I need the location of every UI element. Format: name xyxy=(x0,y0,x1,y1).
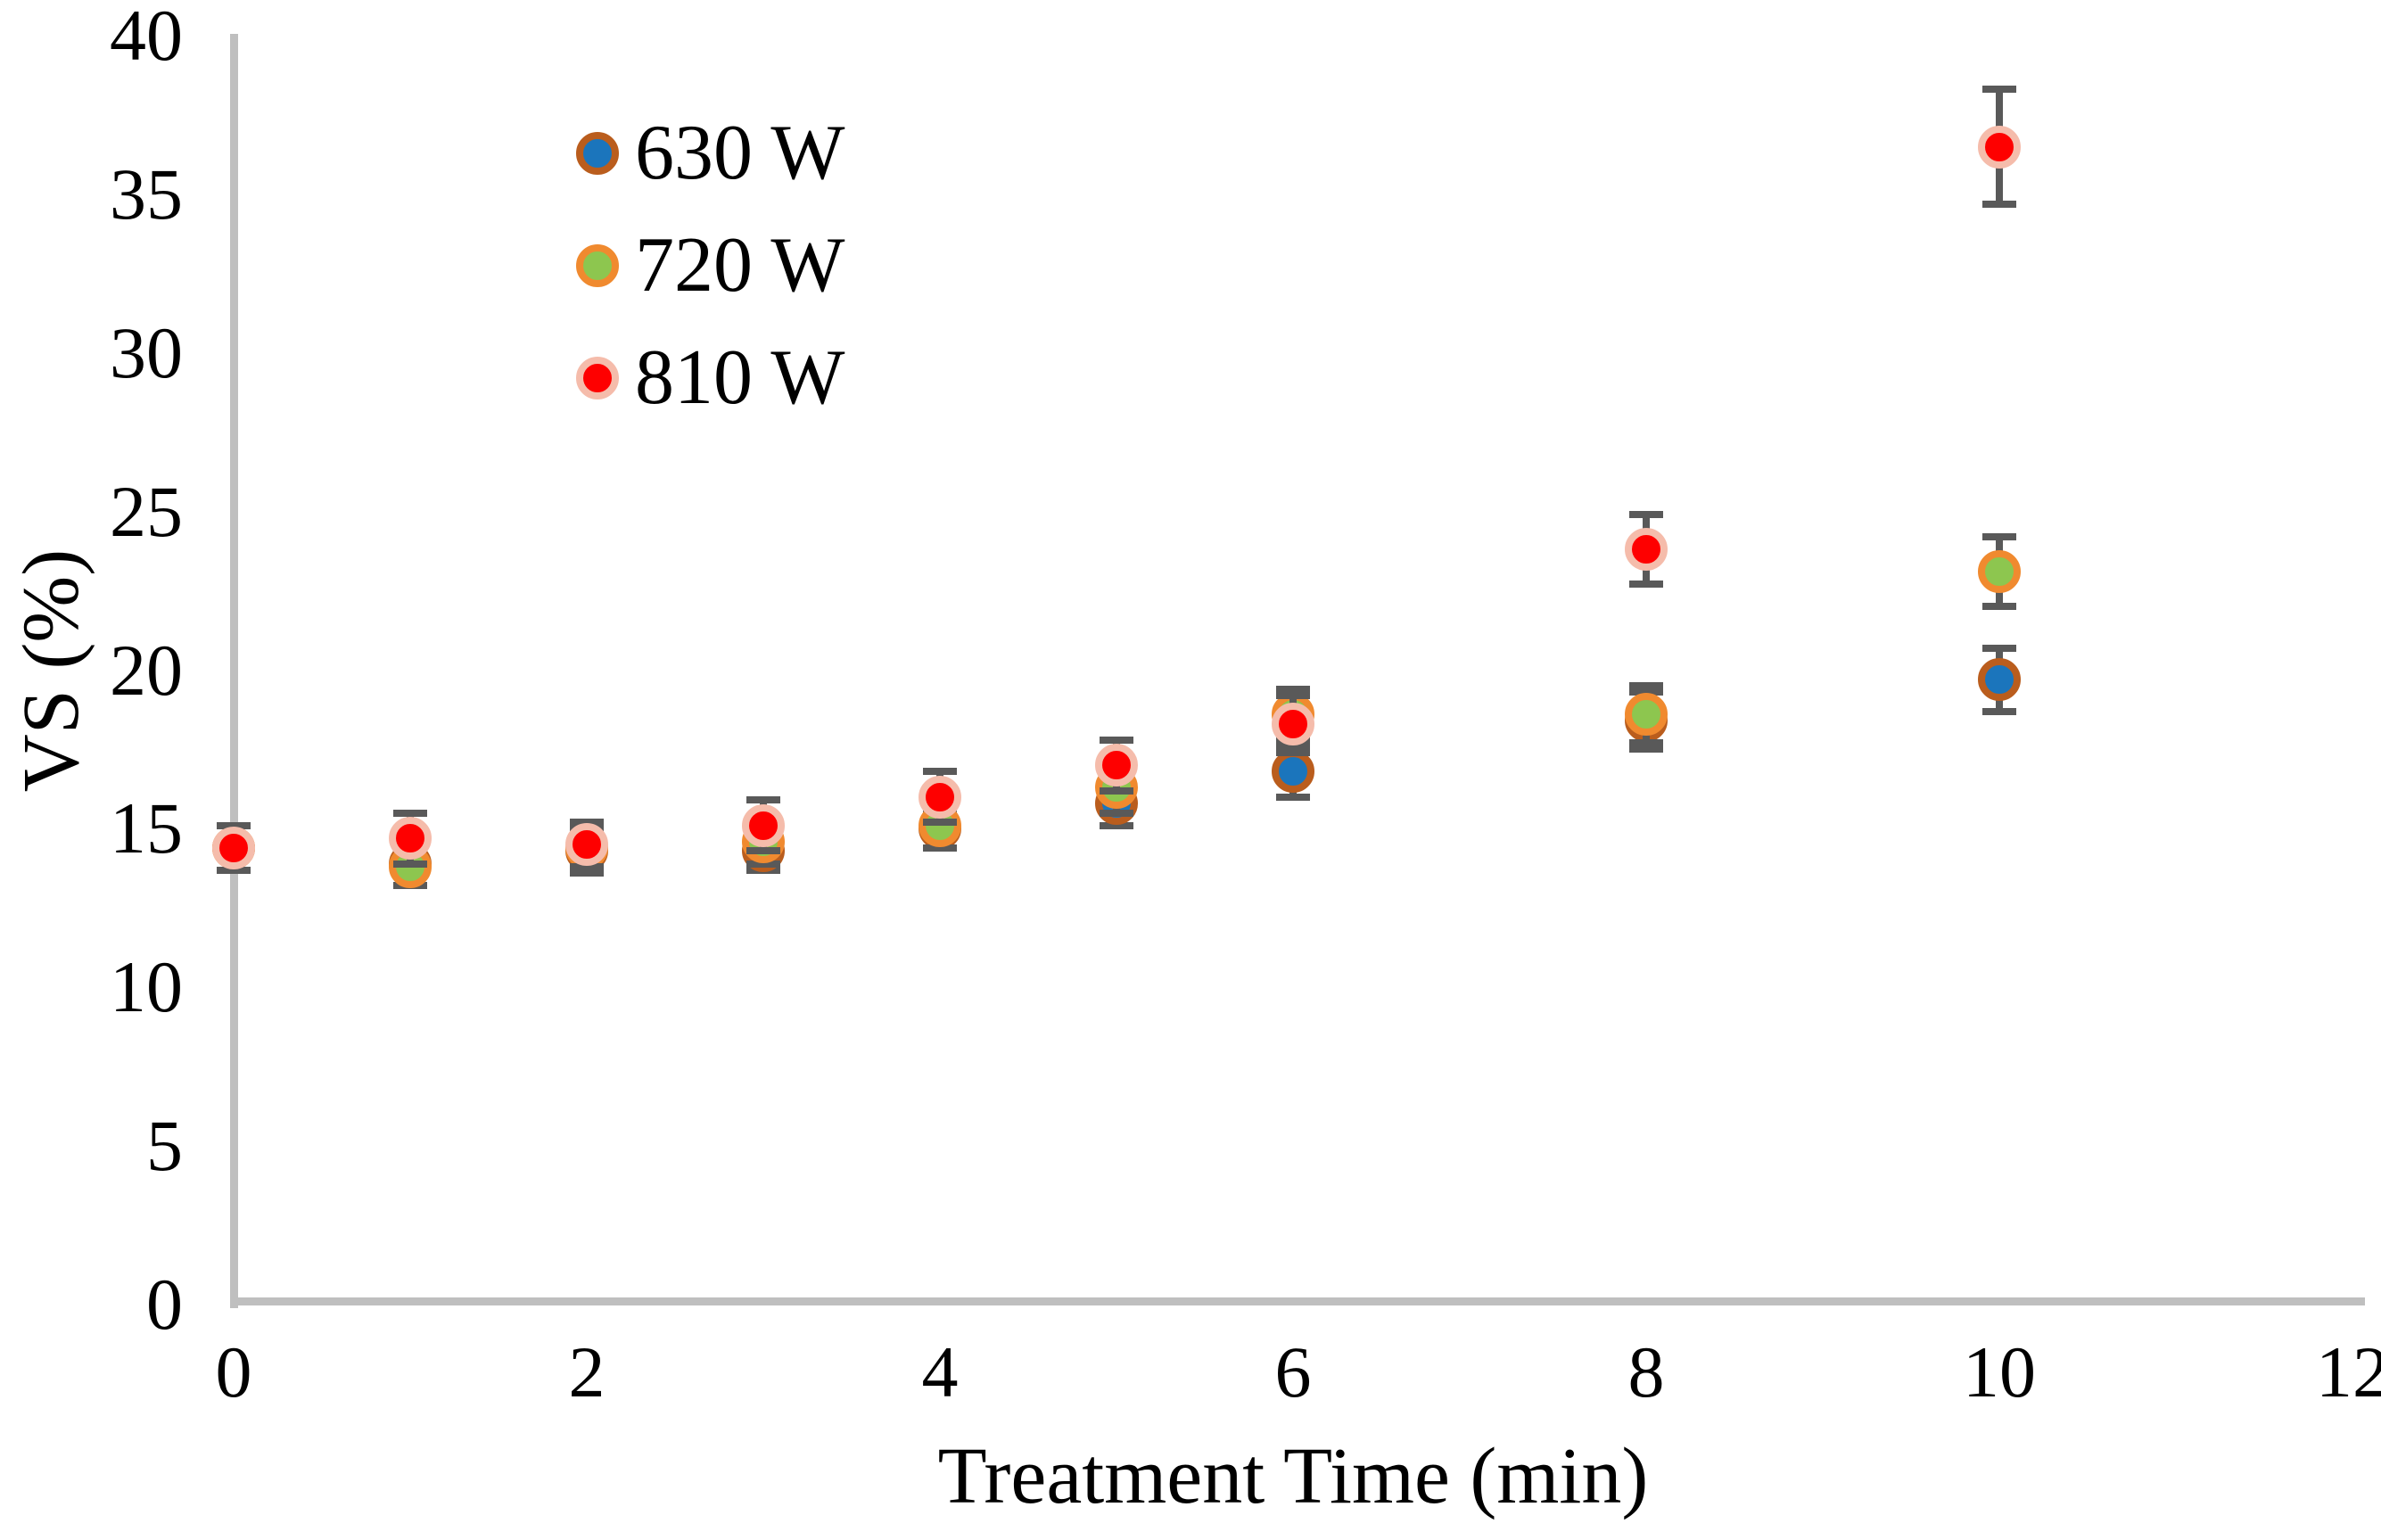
error-bar-top-cap xyxy=(1629,682,1663,690)
data-point xyxy=(1978,550,2021,594)
x-tick-label: 4 xyxy=(921,1331,959,1412)
data-point xyxy=(742,803,785,847)
x-tick-label: 2 xyxy=(568,1331,606,1412)
error-bar-bottom-cap xyxy=(217,866,251,874)
error-bar-bottom-cap xyxy=(1276,793,1310,801)
data-point xyxy=(1625,528,1668,572)
error-bar-top-cap xyxy=(1629,511,1663,519)
error-bar-top-cap xyxy=(217,821,251,829)
error-bar-top-cap xyxy=(923,768,957,776)
x-tick-label: 6 xyxy=(1274,1331,1312,1412)
data-point xyxy=(1978,658,2021,702)
y-tick-label: 5 xyxy=(146,1105,183,1187)
error-bar-bottom-cap xyxy=(923,844,957,852)
error-bar-bottom-cap xyxy=(746,860,780,868)
data-point xyxy=(1625,693,1668,737)
error-bar-bottom-cap xyxy=(1982,603,2016,611)
y-axis-line xyxy=(230,34,238,1308)
error-bar-top-cap xyxy=(1100,736,1133,744)
legend-label-630w: 630 W xyxy=(635,110,845,196)
legend-marker-810w-icon xyxy=(576,357,619,399)
error-bar-bottom-cap xyxy=(1982,200,2016,208)
x-axis-line xyxy=(230,1297,2365,1305)
error-bar-bottom-cap xyxy=(1629,745,1663,754)
legend-marker-630w-icon xyxy=(576,132,619,175)
legend-item-810w: 810 W xyxy=(576,335,844,421)
error-bar-bottom-cap xyxy=(1982,707,2016,715)
error-bar-top-cap xyxy=(570,819,604,827)
error-bar-bottom-cap xyxy=(1629,739,1663,747)
error-bar-top-cap xyxy=(1982,533,2016,541)
data-point xyxy=(212,826,255,869)
error-bar-bottom-cap xyxy=(1100,809,1133,817)
data-point xyxy=(1978,125,2021,169)
error-bar-bottom-cap xyxy=(1100,786,1133,795)
error-bar-bottom-cap xyxy=(746,847,780,855)
legend-item-720w: 720 W xyxy=(576,223,844,309)
error-bar-bottom-cap xyxy=(393,860,427,868)
legend-label-810w: 810 W xyxy=(635,334,845,421)
x-tick-label: 12 xyxy=(2316,1331,2381,1412)
data-point xyxy=(1095,744,1138,787)
error-bar-top-cap xyxy=(1982,86,2016,94)
legend-label-720w: 720 W xyxy=(635,222,845,309)
error-bar-top-cap xyxy=(393,809,427,817)
error-bar-top-cap xyxy=(1276,691,1310,699)
legend: 630 W 720 W 810 W xyxy=(576,111,844,421)
data-point xyxy=(389,817,432,861)
y-tick-label: 20 xyxy=(110,629,183,711)
error-bar-top-cap xyxy=(746,796,780,804)
data-point xyxy=(565,823,608,867)
error-bar-top-cap xyxy=(1276,685,1310,693)
y-tick-label: 15 xyxy=(110,787,183,869)
error-bar-bottom-cap xyxy=(923,819,957,827)
data-point xyxy=(919,775,961,819)
error-bar-bottom-cap xyxy=(1276,748,1310,756)
y-tick-label: 25 xyxy=(110,470,183,552)
y-tick-label: 35 xyxy=(110,152,183,235)
error-bar-top-cap xyxy=(1982,644,2016,652)
data-point xyxy=(1272,750,1314,794)
data-point xyxy=(1272,702,1314,745)
legend-marker-720w-icon xyxy=(576,244,619,287)
y-tick-label: 40 xyxy=(110,0,183,76)
error-bar-bottom-cap xyxy=(1100,821,1133,829)
x-axis-title: Treatment Time (min) xyxy=(937,1432,1649,1520)
x-tick-label: 10 xyxy=(1963,1331,2036,1412)
x-tick-label: 0 xyxy=(215,1331,252,1412)
y-tick-label: 10 xyxy=(110,946,183,1028)
y-tick-label: 0 xyxy=(146,1264,183,1345)
error-bar-bottom-cap xyxy=(1629,581,1663,589)
error-bar-bottom-cap xyxy=(570,863,604,871)
y-tick-label: 30 xyxy=(110,311,183,393)
legend-item-630w: 630 W xyxy=(576,111,844,196)
x-tick-label: 8 xyxy=(1627,1331,1665,1412)
